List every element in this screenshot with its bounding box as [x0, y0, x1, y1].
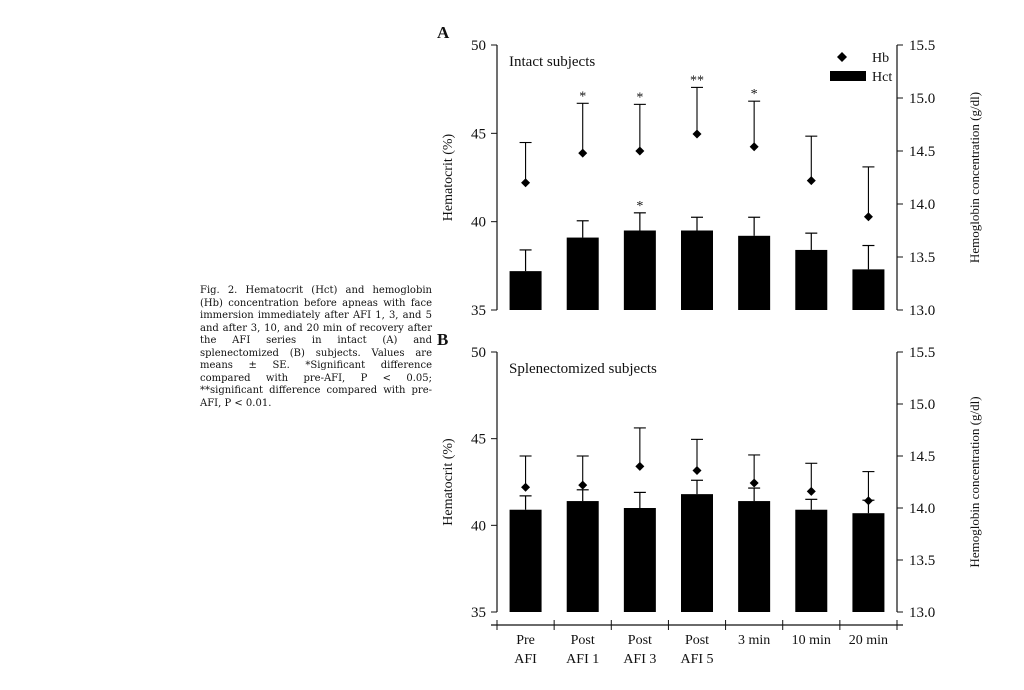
bar-hct [738, 501, 771, 612]
marker-hb [863, 212, 873, 222]
y-axis-label-left: Hematocrit (%) [441, 133, 456, 221]
marker-hb [749, 478, 759, 488]
bar-hct [509, 509, 542, 612]
bar-hct [681, 494, 713, 612]
figure-caption: Fig. 2. Hematocrit (Hct) and hemoglobin … [200, 285, 432, 410]
bar-hct [795, 509, 828, 612]
y-tick-label-right: 15.5 [909, 38, 935, 54]
y-tick-label-right: 14.0 [909, 197, 935, 213]
y-tick-label-left: 35 [471, 303, 486, 319]
y-tick-label-right: 13.5 [909, 250, 935, 266]
x-tick-label: 10 min [792, 633, 831, 648]
y-tick-label-left: 45 [471, 126, 486, 142]
y-tick-label-right: 15.0 [909, 91, 935, 107]
y-tick-label-left: 40 [471, 215, 486, 231]
marker-hb [578, 148, 588, 158]
marker-hb [692, 466, 702, 476]
y-tick-label-left: 50 [471, 38, 486, 54]
y-tick-label-right: 14.5 [909, 449, 935, 465]
y-tick-label-right: 14.5 [909, 144, 935, 160]
marker-hb [749, 142, 759, 152]
bar-hct [566, 237, 599, 310]
x-tick-label: AFI 5 [680, 652, 713, 667]
significance-marker-hb: * [579, 89, 586, 104]
bar-hct [623, 508, 656, 612]
panel-title: Splenectomized subjects [509, 361, 657, 377]
bar-hct [566, 501, 599, 612]
x-tick-label: Pre [516, 633, 535, 648]
x-tick-label: Post [571, 633, 595, 648]
significance-marker-hb: * [751, 87, 758, 102]
bar-hct [852, 513, 885, 612]
marker-hb [635, 146, 645, 156]
x-tick-label: AFI [514, 652, 537, 667]
bar-hct [509, 271, 542, 310]
marker-hb [863, 496, 873, 506]
panel-letter: B [437, 330, 448, 349]
significance-marker-hb: ** [690, 73, 704, 88]
y-axis-label-right: Hemoglobin concentration (g/dl) [967, 396, 982, 567]
y-axis-label-left: Hematocrit (%) [441, 438, 456, 526]
bar-hct [852, 269, 885, 310]
legend-hct-label: Hct [872, 70, 892, 85]
y-tick-label-right: 15.5 [909, 345, 935, 361]
y-tick-label-right: 13.5 [909, 553, 935, 569]
panel-b: B 35 40 45 50 13.0 13.5 14.0 14.5 15.0 15.5 Hematoc… [437, 330, 982, 621]
y-tick-label-left: 50 [471, 345, 486, 361]
bar-hct [738, 235, 771, 310]
y-tick-label-right: 13.0 [909, 303, 935, 319]
x-tick-label: Post [628, 633, 652, 648]
caption-text: Hematocrit (Hct) and hemoglobin (Hb) con… [200, 285, 432, 409]
legend-hb-label: Hb [872, 51, 889, 66]
x-tick-label: AFI 1 [566, 652, 599, 667]
y-tick-label-left: 45 [471, 432, 486, 448]
marker-hb [578, 480, 588, 490]
x-tick-label: AFI 3 [623, 652, 656, 667]
bar-hct [681, 230, 713, 310]
marker-hb [806, 486, 816, 496]
bar-hct [795, 249, 828, 310]
y-tick-label-right: 15.0 [909, 397, 935, 413]
y-tick-label-left: 40 [471, 518, 486, 534]
legend-hct-symbol [830, 71, 866, 81]
y-tick-label-left: 35 [471, 605, 486, 621]
panel-title: Intact subjects [509, 54, 595, 70]
x-tick-label: 20 min [849, 633, 888, 648]
marker-hb [692, 129, 702, 139]
marker-hb [521, 482, 531, 492]
legend-hb-symbol [837, 52, 847, 62]
marker-hb [806, 176, 816, 186]
x-tick-label: 3 min [738, 633, 770, 648]
significance-marker-hct: * [636, 199, 643, 214]
x-tick-label: Post [685, 633, 709, 648]
shared-x-axis: Pre AFI Post AFI 1 Post AFI 3 Post AFI 5 3 min 10… [491, 620, 903, 667]
y-tick-label-right: 14.0 [909, 501, 935, 517]
marker-hb [635, 461, 645, 471]
bar-hct [623, 230, 656, 310]
panel-a: A 35 40 45 50 13.0 13.5 14.0 14.5 15.0 15.5 Hematoc… [437, 23, 982, 319]
y-tick-label-right: 13.0 [909, 605, 935, 621]
significance-marker-hb: * [636, 90, 643, 105]
caption-prefix: Fig. 2. [200, 285, 238, 296]
panel-letter: A [437, 23, 450, 42]
y-axis-label-right: Hemoglobin concentration (g/dl) [967, 92, 982, 263]
marker-hb [521, 178, 531, 188]
